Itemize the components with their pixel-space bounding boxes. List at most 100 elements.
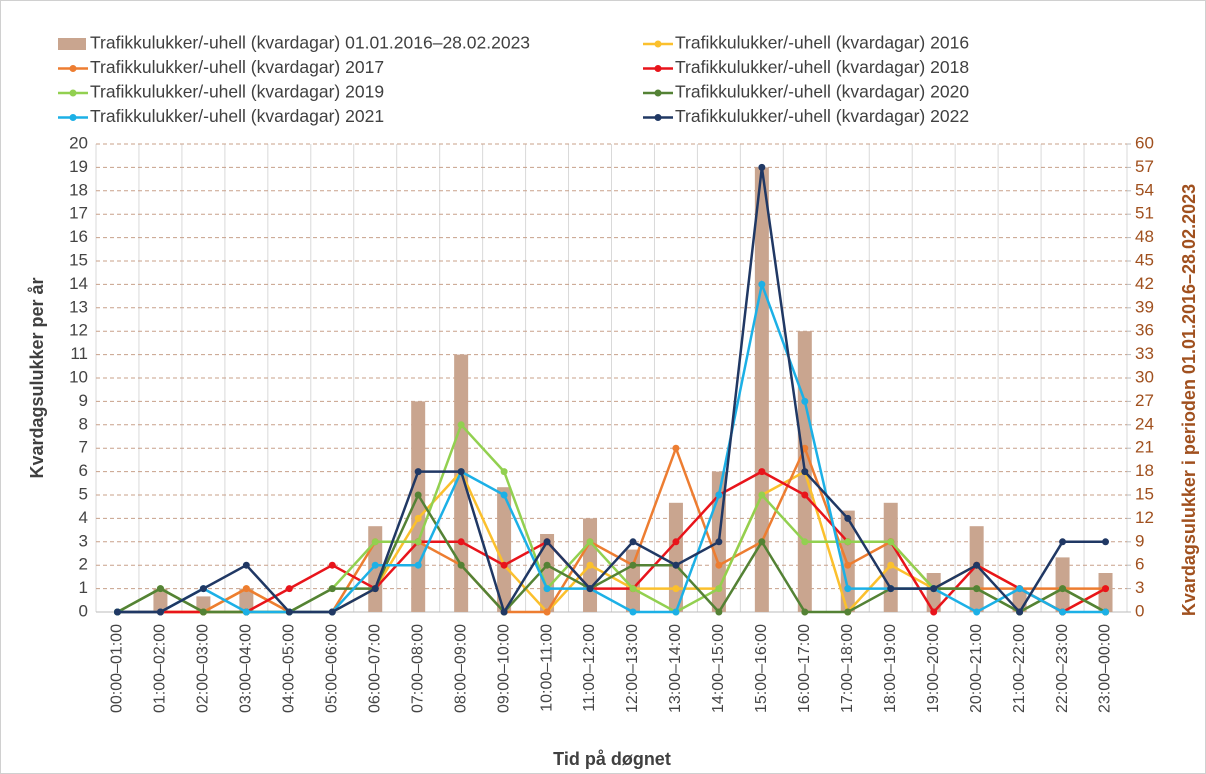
x-tick-label: 18:00–19:00 xyxy=(882,624,899,713)
x-tick-label: 09:00–10:00 xyxy=(495,624,512,713)
bar xyxy=(1055,557,1070,612)
marker xyxy=(973,585,981,593)
marker xyxy=(801,538,809,546)
y-tick-label: 5 xyxy=(79,484,88,503)
marker xyxy=(672,444,680,452)
marker xyxy=(973,608,981,616)
marker xyxy=(801,491,809,499)
marker xyxy=(1059,585,1067,593)
y-tick-label: 11 xyxy=(70,344,88,363)
y2-tick-label: 12 xyxy=(1135,508,1154,527)
marker xyxy=(414,538,422,546)
marker xyxy=(844,608,852,616)
legend-swatch xyxy=(58,38,86,50)
marker xyxy=(715,561,723,569)
line xyxy=(117,279,1106,614)
marker xyxy=(328,561,336,569)
marker xyxy=(887,585,895,593)
marker xyxy=(586,538,594,546)
bar xyxy=(497,487,512,612)
marker xyxy=(199,585,207,593)
line xyxy=(117,470,1107,615)
marker xyxy=(629,585,637,593)
y-tick-label: 9 xyxy=(79,391,88,410)
legend-marker xyxy=(654,40,662,48)
legend-label: Trafikkulukker/-uhell (kvardagar) 2021 xyxy=(90,106,384,126)
legend-label: Trafikkulukker/-uhell (kvardagar) 2019 xyxy=(90,82,384,102)
legend-label: Trafikkulukker/-uhell (kvardagar) 2020 xyxy=(675,82,969,102)
marker xyxy=(629,561,637,569)
marker xyxy=(629,538,637,546)
marker xyxy=(156,608,164,616)
marker xyxy=(457,468,465,476)
marker xyxy=(242,561,250,569)
y2-tick-label: 30 xyxy=(1135,367,1154,386)
legend-label: Trafikkulukker/-uhell (kvardagar) 01.01.… xyxy=(90,33,530,53)
marker xyxy=(844,585,852,593)
marker xyxy=(715,585,723,593)
marker xyxy=(629,608,637,616)
marker xyxy=(758,163,766,171)
marker xyxy=(500,491,508,499)
marker xyxy=(113,608,121,616)
y2-tick-label: 0 xyxy=(1135,601,1144,620)
x-tick-label: 08:00–09:00 xyxy=(452,624,469,713)
y2-tick-label: 48 xyxy=(1135,227,1154,246)
marker xyxy=(1102,538,1110,546)
y-tick-label: 1 xyxy=(79,578,88,597)
y-tick-label: 12 xyxy=(69,321,88,340)
marker xyxy=(371,585,379,593)
marker xyxy=(930,585,938,593)
y-tick-label: 15 xyxy=(69,250,88,269)
y-tick-label: 17 xyxy=(69,204,88,223)
y2-tick-label: 24 xyxy=(1135,414,1154,433)
marker xyxy=(1102,585,1110,593)
y-axis-title: Kvardagsulukker per år xyxy=(27,277,47,478)
legend-label: Trafikkulukker/-uhell (kvardagar) 2022 xyxy=(675,106,969,126)
marker xyxy=(500,561,508,569)
x-tick-label: 10:00–11:00 xyxy=(538,624,555,712)
marker xyxy=(758,468,766,476)
x-tick-label: 02:00–03:00 xyxy=(195,624,212,713)
marker xyxy=(457,421,465,429)
y-tick-label: 4 xyxy=(79,508,88,527)
marker xyxy=(758,280,766,288)
marker xyxy=(715,608,723,616)
marker xyxy=(414,561,422,569)
y-tick-label: 14 xyxy=(69,274,88,293)
x-tick-label: 22:00–23:00 xyxy=(1054,624,1071,713)
y2-tick-label: 21 xyxy=(1135,438,1154,457)
marker xyxy=(414,514,422,522)
x-tick-label: 19:00–20:00 xyxy=(925,624,942,713)
x-tick-label: 06:00–07:00 xyxy=(366,624,383,713)
legend-marker xyxy=(69,89,77,97)
x-tick-label: 20:00–21:00 xyxy=(968,624,985,713)
marker xyxy=(543,561,551,569)
marker xyxy=(844,538,852,546)
y2-tick-label: 42 xyxy=(1135,274,1154,293)
x-tick-label: 17:00–18:00 xyxy=(839,624,856,713)
bar xyxy=(625,549,640,612)
marker xyxy=(242,585,250,593)
y-tick-label: 10 xyxy=(69,367,88,386)
marker xyxy=(672,538,680,546)
x-tick-label: 11:00–12:00 xyxy=(581,624,598,712)
marker xyxy=(457,561,465,569)
x-tick-label: 01:00–02:00 xyxy=(152,624,169,713)
marker xyxy=(672,585,680,593)
marker xyxy=(1102,608,1110,616)
marker xyxy=(156,585,164,593)
x-tick-label: 13:00–14:00 xyxy=(667,624,684,713)
y2-tick-label: 6 xyxy=(1135,555,1144,574)
y-tick-label: 8 xyxy=(79,414,88,433)
legend-marker xyxy=(69,65,77,72)
marker xyxy=(1016,608,1024,616)
x-tick-label: 15:00–16:00 xyxy=(753,624,770,713)
y-tick-label: 19 xyxy=(69,157,88,176)
legend-marker xyxy=(69,114,77,121)
marker xyxy=(285,585,293,593)
y2-tick-label: 54 xyxy=(1135,180,1154,199)
y2-tick-label: 36 xyxy=(1135,321,1154,340)
y-tick-label: 13 xyxy=(69,297,88,316)
